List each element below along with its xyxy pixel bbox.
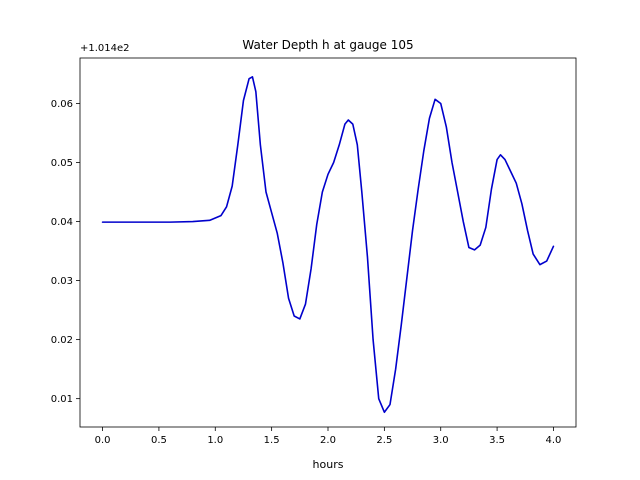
x-axis: 0.0 0.5 1.0 1.5 2.0 2.5 3.0 3.5 4.0	[95, 427, 562, 446]
series-line-0	[101, 76, 555, 414]
y-tick-label: 0.05	[51, 158, 73, 169]
y-tick-label: 0.03	[51, 276, 73, 287]
y-axis: 0.01 0.02 0.03 0.04 0.05 0.06	[51, 99, 80, 405]
x-tick-label: 1.0	[207, 435, 223, 446]
y-tick-label: 0.02	[51, 335, 73, 346]
x-tick-label: 3.0	[433, 435, 449, 446]
y-offset-label: +1.014e2	[80, 43, 130, 54]
y-tick-label: 0.01	[51, 394, 73, 405]
x-tick-label: 0.0	[95, 435, 111, 446]
y-tick-label: 0.04	[51, 217, 73, 228]
x-tick-label: 0.5	[151, 435, 167, 446]
y-tick-label: 0.06	[51, 99, 73, 110]
chart-title: Water Depth h at gauge 105	[242, 38, 413, 52]
x-axis-label: hours	[313, 458, 344, 471]
x-tick-label: 3.5	[489, 435, 505, 446]
x-tick-label: 2.5	[376, 435, 392, 446]
x-tick-label: 4.0	[546, 435, 562, 446]
x-tick-label: 1.5	[264, 435, 280, 446]
x-tick-label: 2.0	[320, 435, 336, 446]
